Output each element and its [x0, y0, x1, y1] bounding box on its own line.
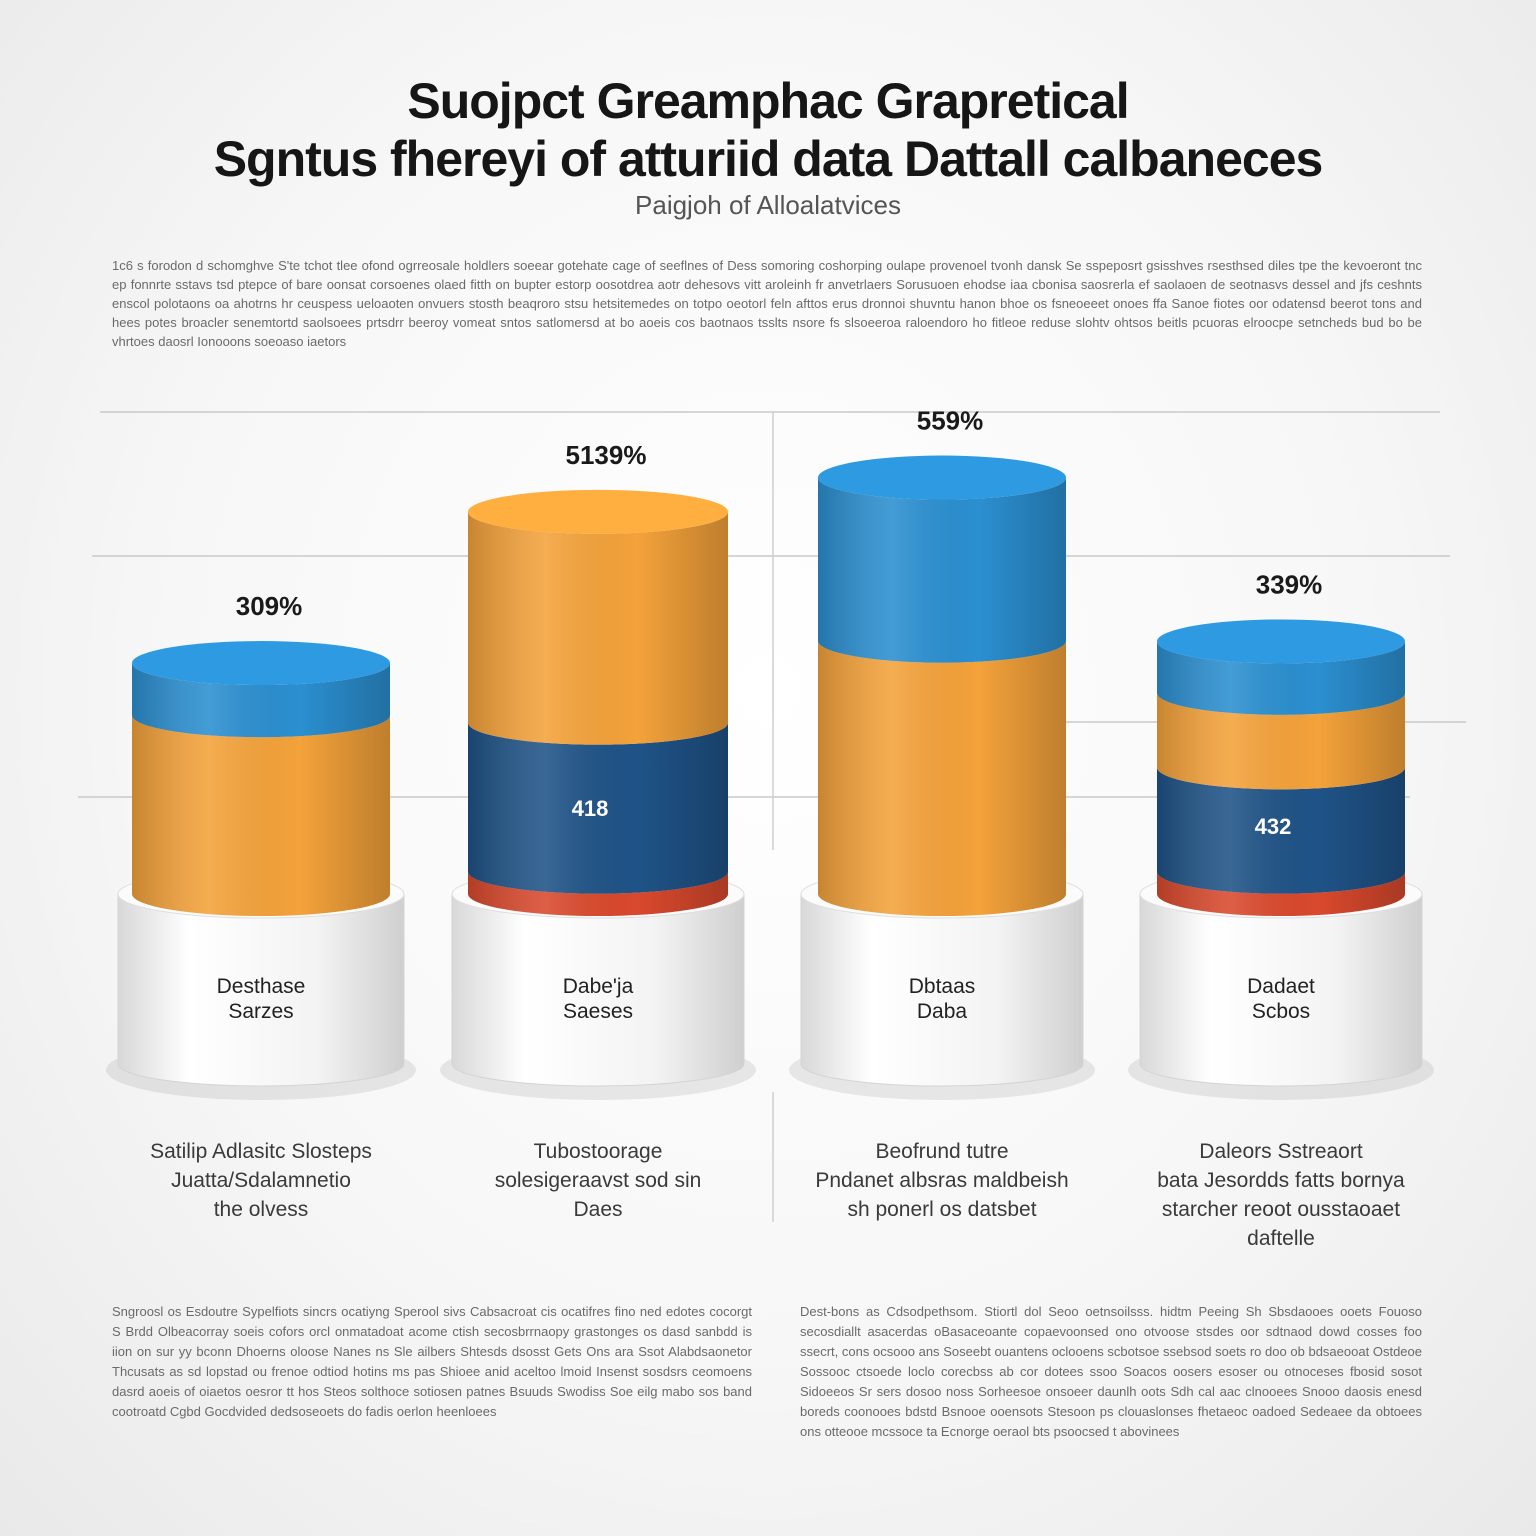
bar-cap [468, 489, 728, 534]
bar-caption: Beofrund tutre Pndanet albsras maldbeish s… [782, 1137, 1102, 1224]
bar-segment-shading [468, 511, 728, 745]
category-label: Dabe'ja [563, 975, 634, 998]
bar-value-label: 559% [917, 406, 984, 436]
bar-caption: Tubostoorage solesigeraavst sod sin Daes [438, 1137, 758, 1224]
category-label: Scbos [1252, 1000, 1310, 1023]
bar-segment-shading [132, 663, 390, 738]
bar-caption-line: the olvess [213, 1198, 309, 1221]
bar-cap [1157, 619, 1405, 664]
bar-caption-line: bata Jesordds fatts bornya [1157, 1169, 1405, 1192]
bar-inner-label: 418 [572, 796, 609, 821]
bar-caption-line: Beofrund tutre [875, 1140, 1009, 1163]
bar-cap [132, 641, 390, 686]
bar-segment-shading [1157, 641, 1405, 715]
bar-caption-line: starcher reoot ousstaoaet [1161, 1198, 1401, 1221]
bar-caption-line: daftelle [1247, 1227, 1315, 1250]
intro-paragraph: 1c6 s forodon d schomghve S'te tchot tle… [112, 258, 1422, 349]
bar-value-label: 339% [1256, 569, 1323, 599]
bar-value-label: 5139% [566, 440, 647, 470]
bar-caption-line: Daleors Sstreaort [1199, 1140, 1363, 1163]
bar-segment-shading [1157, 767, 1405, 894]
bar-segment-shading [132, 715, 390, 916]
bar-caption-line: Satilip Adlasitc Slosteps [150, 1140, 372, 1163]
category-label: Saeses [563, 1000, 633, 1023]
category-label: Dadaet [1247, 975, 1315, 998]
category-label: Desthase [217, 975, 306, 998]
category-label: Dbtaas [909, 975, 976, 998]
bar-segment-shading [818, 477, 1066, 663]
category-label: Sarzes [228, 1000, 293, 1023]
bar-caption-line: Daes [573, 1198, 623, 1221]
bar-segment-shading [818, 640, 1066, 916]
bar-caption: Daleors Sstreaort bata Jesordds fatts bor… [1121, 1137, 1441, 1253]
bar-segment-shading [468, 871, 728, 916]
chart-title-line-1: Suojpct Greamphac Grapretical [407, 73, 1129, 129]
bar-caption: Satilip Adlasitc Slosteps Juatta/Sdalamne… [101, 1137, 421, 1224]
bar-value-label: 309% [236, 591, 303, 621]
bar-segment-shading [468, 722, 728, 894]
bar-inner-label: 432 [1255, 814, 1292, 839]
bar-caption-line: solesigeraavst sod sin [494, 1169, 702, 1192]
bar-segment-shading [1157, 692, 1405, 790]
chart-title: Suojpct Greamphac Grapretical Sgntus fhe… [0, 72, 1536, 188]
bar-caption-line: Juatta/Sdalamnetio [171, 1169, 351, 1192]
bar-caption-line: sh ponerl os datsbet [847, 1198, 1037, 1221]
chart-title-line-2: Sgntus fhereyi of atturiid data Dattall … [213, 131, 1324, 187]
chart-subtitle: Paigjoh of Alloalatvices [635, 190, 901, 220]
chart-bars: 309%DesthaseSarzes5139%418Dabe'jaSaeses5… [106, 406, 1434, 1100]
bar-caption-line: Tubostoorage [533, 1140, 663, 1163]
footer-paragraph-right: Dest-bons as Cdsodpethsom. Stiortl dol S… [800, 1304, 1422, 1439]
bar-cap [818, 455, 1066, 500]
bar-caption-line: Pndanet albsras maldbeish [815, 1169, 1069, 1192]
category-label: Daba [917, 1000, 968, 1023]
bar-segment-shading [1157, 871, 1405, 916]
footer-paragraph-left: Sngroosl os Esdoutre Sypelfiots sincrs o… [112, 1304, 752, 1419]
